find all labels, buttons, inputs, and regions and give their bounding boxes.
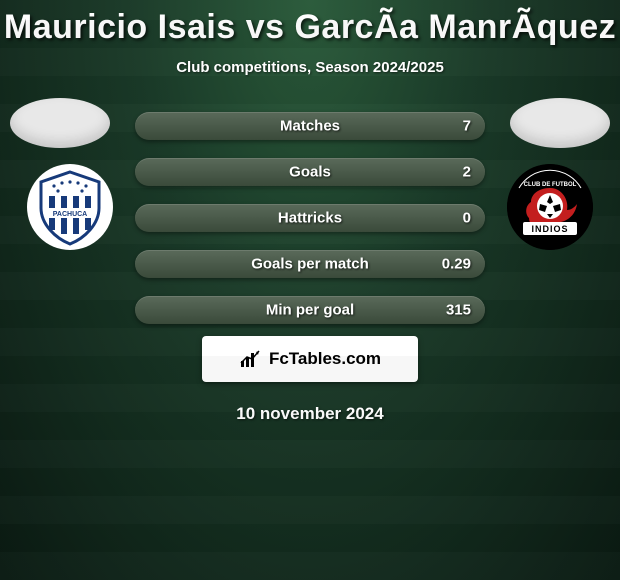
stat-label: Goals per match bbox=[135, 256, 485, 273]
indios-crest-icon: CLUB DE FUTBOL INDIOS bbox=[507, 164, 593, 250]
player-right-avatar bbox=[510, 98, 610, 148]
avatar-placeholder-icon bbox=[10, 98, 110, 148]
svg-text:CLUB DE FUTBOL: CLUB DE FUTBOL bbox=[524, 182, 577, 188]
player-left-avatar bbox=[10, 98, 110, 148]
page-title: Mauricio Isais vs GarcÃ­a ManrÃ­quez bbox=[0, 0, 620, 47]
stat-label: Hattricks bbox=[135, 210, 485, 227]
stat-value: 2 bbox=[463, 164, 471, 181]
chart-icon bbox=[239, 349, 263, 369]
stat-label: Goals bbox=[135, 164, 485, 181]
stat-bar: Matches 7 bbox=[135, 112, 485, 140]
avatar-placeholder-icon bbox=[510, 98, 610, 148]
stat-value: 7 bbox=[463, 118, 471, 135]
brand-text: FcTables.com bbox=[269, 349, 381, 369]
snapshot-date: 10 november 2024 bbox=[0, 404, 620, 424]
stats-bars: Matches 7 Goals 2 Hattricks 0 Goals per … bbox=[135, 112, 485, 342]
svg-text:INDIOS: INDIOS bbox=[531, 224, 568, 234]
svg-text:PACHUCA: PACHUCA bbox=[53, 211, 87, 218]
stat-label: Matches bbox=[135, 118, 485, 135]
stat-value: 0 bbox=[463, 210, 471, 227]
brand-badge[interactable]: FcTables.com bbox=[202, 336, 418, 382]
pachuca-crest-icon: PACHUCA bbox=[27, 164, 113, 250]
comparison-panel: PACHUCA CLUB DE FUTBOL INDIOS Matches 7 bbox=[0, 98, 620, 328]
club-right-badge: CLUB DE FUTBOL INDIOS bbox=[507, 164, 593, 250]
stat-value: 0.29 bbox=[442, 256, 471, 273]
stat-label: Min per goal bbox=[135, 302, 485, 319]
stat-bar: Hattricks 0 bbox=[135, 204, 485, 232]
subtitle: Club competitions, Season 2024/2025 bbox=[0, 59, 620, 76]
stat-bar: Min per goal 315 bbox=[135, 296, 485, 324]
stat-bar: Goals 2 bbox=[135, 158, 485, 186]
stat-value: 315 bbox=[446, 302, 471, 319]
club-left-badge: PACHUCA bbox=[27, 164, 113, 250]
stat-bar: Goals per match 0.29 bbox=[135, 250, 485, 278]
